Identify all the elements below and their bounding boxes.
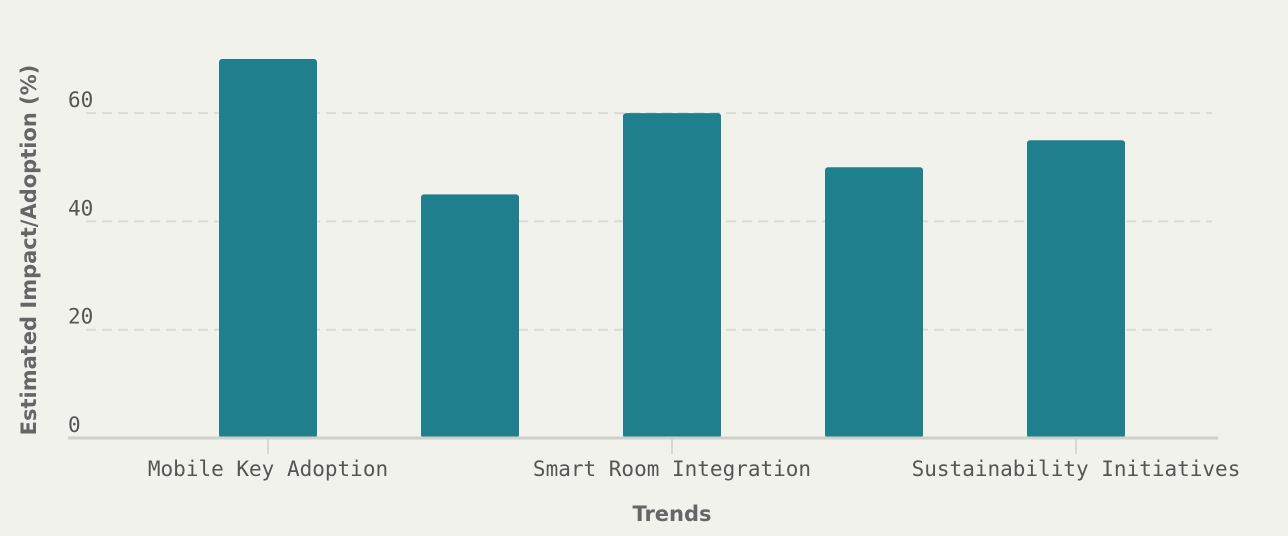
y-axis-title: Estimated Impact/Adoption (%): [17, 65, 41, 436]
y-tick-label: 40: [68, 196, 93, 220]
bar: [421, 194, 519, 438]
y-tick-label: 0: [68, 413, 81, 437]
x-axis-title: Trends: [632, 502, 711, 526]
bar: [623, 113, 721, 439]
y-tick-label: 20: [68, 305, 93, 329]
bar: [1027, 140, 1125, 438]
y-tick-label: 60: [68, 88, 93, 112]
x-tick-label: Smart Room Integration: [533, 457, 811, 481]
x-tick-label: Sustainability Initiatives: [912, 457, 1241, 481]
bar: [219, 59, 317, 438]
bar: [825, 167, 923, 439]
x-tick-label: Mobile Key Adoption: [148, 457, 388, 481]
